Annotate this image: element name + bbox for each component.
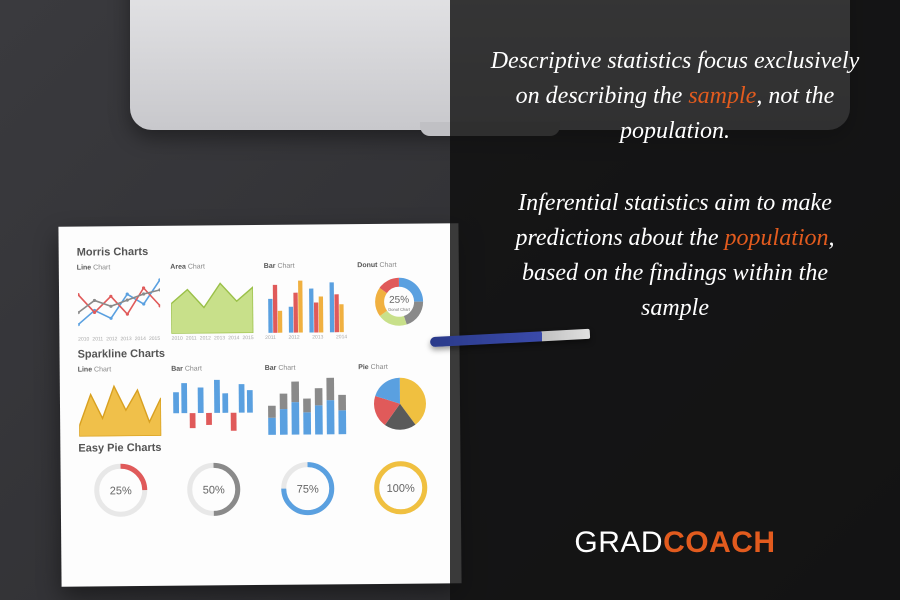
spark-line-cell: Line Chart (78, 366, 162, 437)
morris-area-chart (171, 273, 254, 334)
easypie-chart: 25% (79, 460, 162, 521)
text-overlay: Descriptive statistics focus exclusively… (450, 0, 900, 600)
morris-bar-label: Bar Chart (264, 263, 295, 270)
text-block: Descriptive statistics focus exclusively… (488, 44, 862, 364)
spark-bar-chart (172, 375, 255, 436)
morris-bar-xaxis: 2011201220132014 (265, 334, 347, 341)
section-title-morris: Morris Charts (77, 243, 441, 258)
easypie-chart: 50% (173, 459, 256, 520)
easypie-cell: 50% (172, 459, 256, 520)
morris-donut-chart: 25%Donut Chart (358, 271, 441, 332)
svg-text:25%: 25% (109, 485, 131, 497)
p2-accent: population (725, 225, 829, 251)
morris-bar-cell: Bar Chart 2011201220132014 (264, 262, 348, 341)
spark-stacked-cell: Bar Chart (265, 364, 349, 435)
morris-area-xaxis: 201020112012201320142015 (172, 335, 254, 342)
spark-line-chart (78, 376, 161, 437)
easypie-chart: 75% (266, 458, 349, 519)
spark-pie-label: Pie Chart (358, 364, 388, 371)
morris-line-cell: Line Chart 201020112012201320142015 (77, 264, 161, 343)
spark-stacked-chart (265, 374, 348, 435)
spark-bar-label: Bar Chart (171, 366, 202, 373)
easypie-cell: 25% (78, 460, 162, 521)
svg-text:25%: 25% (389, 295, 409, 306)
morris-area-cell: Area Chart 201020112012201320142015 (170, 263, 254, 342)
svg-text:100%: 100% (387, 483, 415, 495)
easypie-row: 25% 50% 75% 100% (78, 457, 443, 520)
spark-line-label: Line Chart (78, 366, 112, 373)
spark-stacked-label: Bar Chart (265, 365, 296, 372)
logo-part1: GRAD (574, 526, 663, 559)
easypie-chart: 100% (360, 457, 443, 518)
morris-line-xaxis: 201020112012201320142015 (78, 336, 160, 343)
easypie-cell: 100% (359, 457, 443, 518)
morris-line-chart (78, 274, 161, 335)
sparkline-row: Line Chart Bar Chart Bar Chart Pie Chart (78, 363, 443, 436)
p1-accent: sample (688, 83, 756, 109)
morris-bar-chart (265, 272, 348, 333)
morris-row: Line Chart 201020112012201320142015 Area… (77, 261, 442, 342)
svg-text:Donut Chart: Donut Chart (389, 307, 411, 312)
spark-pie-cell: Pie Chart (358, 363, 442, 434)
easypie-cell: 75% (265, 458, 349, 519)
charts-paper: Morris Charts Line Chart 201020112012201… (58, 223, 461, 586)
morris-donut-cell: Donut Chart 25%Donut Chart (357, 261, 441, 340)
section-title-easypie: Easy Pie Charts (78, 439, 442, 454)
morris-line-label: Line Chart (77, 264, 111, 271)
brand-logo: GRADCOACH (488, 526, 862, 560)
morris-area-label: Area Chart (170, 263, 205, 270)
logo-part2: COACH (663, 526, 776, 559)
spark-pie-chart (359, 373, 442, 434)
section-title-sparkline: Sparkline Charts (78, 345, 442, 360)
spark-bar-cell: Bar Chart (171, 365, 255, 436)
svg-text:75%: 75% (296, 483, 318, 495)
paragraph-inferential: Inferential statistics aim to make predi… (488, 186, 862, 325)
morris-donut-label: Donut Chart (357, 262, 396, 269)
infographic-scene: Morris Charts Line Chart 201020112012201… (0, 0, 900, 600)
svg-text:50%: 50% (203, 484, 225, 496)
paragraph-descriptive: Descriptive statistics focus exclusively… (488, 44, 862, 148)
